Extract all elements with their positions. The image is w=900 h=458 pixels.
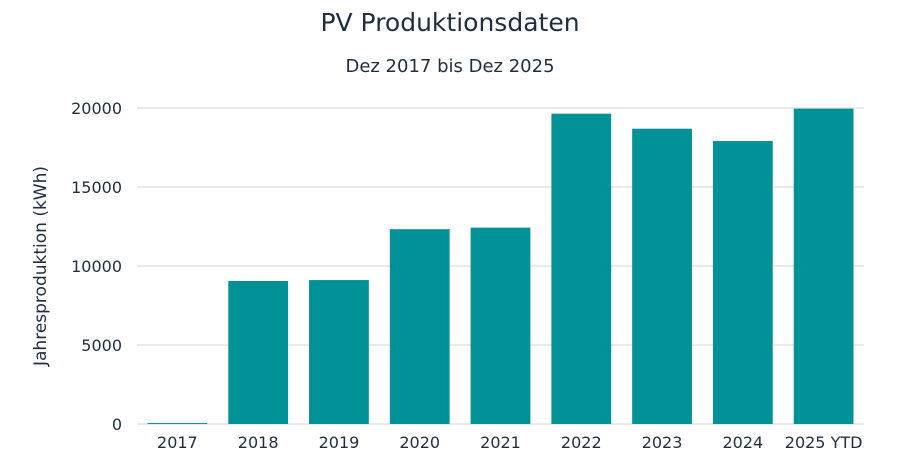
chart-subtitle: Dez 2017 bis Dez 2025 [345, 56, 555, 77]
bar [470, 227, 531, 424]
bar [632, 128, 692, 424]
x-tick-label: 2022 [561, 433, 602, 452]
y-tick-label: 0 [112, 415, 122, 434]
x-tick-label: 2024 [722, 433, 763, 452]
bar [712, 141, 773, 424]
y-tick-label: 20000 [71, 99, 122, 118]
x-tick-label: 2019 [319, 433, 360, 452]
bar [309, 280, 369, 424]
y-tick-label: 5000 [81, 336, 122, 355]
x-tick-label: 2025 YTD [785, 433, 863, 452]
y-axis-label: Jahresproduktion (kWh) [31, 166, 51, 367]
x-tick-label: 2018 [238, 433, 279, 452]
bar [228, 281, 289, 424]
y-tick-label: 15000 [71, 178, 122, 197]
x-tick-label: 2021 [480, 433, 521, 452]
x-tick-label: 2023 [642, 433, 683, 452]
chart-title: PV Produktionsdaten [320, 8, 580, 37]
bar [147, 423, 208, 424]
x-tick-label: 2020 [399, 433, 440, 452]
bar [793, 108, 854, 424]
x-tick-label: 2017 [157, 433, 198, 452]
y-tick-label: 10000 [71, 257, 122, 276]
bar [551, 113, 612, 425]
bar [389, 229, 450, 424]
